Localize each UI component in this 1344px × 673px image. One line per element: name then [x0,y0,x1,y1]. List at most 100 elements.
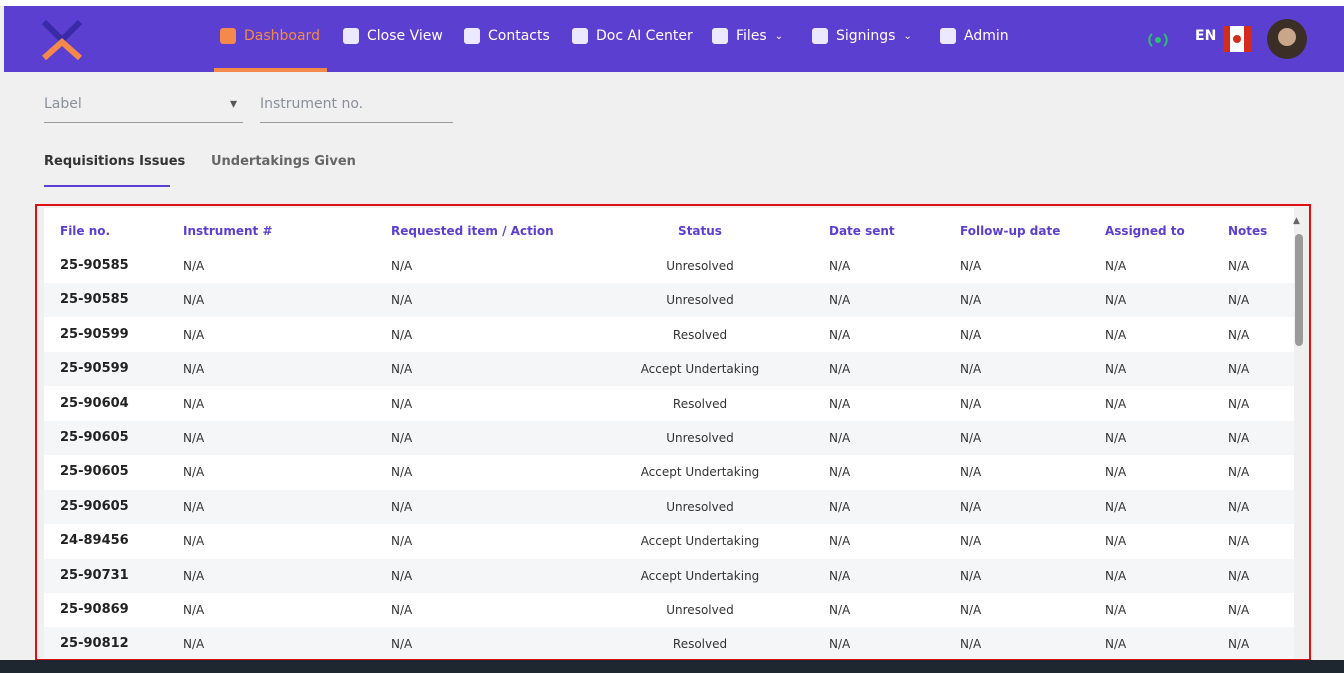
tab-indicator [44,185,170,187]
cell: Resolved [672,327,728,342]
scroll-up[interactable]: ▲ [1293,216,1300,226]
cell: Accept Undertaking [640,568,760,583]
file-no: 25-90599 [60,326,129,342]
table-row[interactable]: 25-90599 N/A N/A Accept Undertaking N/A N/A N/… [44,352,1294,387]
cell: N/A [391,465,413,480]
table-row[interactable]: 24-89456 N/A N/A Accept Undertaking N/A N/A N/… [44,524,1294,559]
tab[interactable]: Undertakings Given [211,154,356,169]
cell: Unresolved [666,431,734,445]
nav-item[interactable]: Signings ⌄ [812,28,912,44]
table: File no. Instrument # Requested item / Act… [44,208,1294,659]
nav-label: Signings [836,28,896,44]
cell: N/A [1228,327,1250,342]
cell: N/A [391,396,413,411]
cell: N/A [829,603,851,617]
file-no: 25-90605 [60,464,129,480]
cell: N/A [183,499,205,514]
browser-strip [0,0,1344,6]
file-no: 25-90599 [60,361,129,377]
instrument-placeholder: Instrument no. [260,96,364,112]
nav-item[interactable]: Doc AI Center [572,28,693,44]
cell: N/A [1228,603,1250,617]
cell: Resolved [672,396,728,411]
file-no: 25-90585 [60,292,129,308]
table-row[interactable]: 25-90869 N/A N/A Unresolved N/A N/A N/A N/A [44,593,1294,627]
cell: N/A [829,499,851,514]
file-no: 25-90869 [60,602,129,617]
avatar[interactable] [1266,18,1308,60]
nav-item[interactable]: Admin [940,28,1009,44]
cell: N/A [1105,534,1127,549]
label-select[interactable]: Label ▾ [44,96,243,123]
cell: N/A [1228,293,1250,308]
column-header[interactable]: Requested item / Action [391,224,554,238]
file-no: 24-89456 [60,533,129,549]
flag[interactable] [1223,26,1251,52]
table-row[interactable]: 25-90605 N/A N/A Accept Undertaking N/A N/A N/… [44,455,1294,490]
column-header[interactable]: Date sent [829,224,895,238]
cell: N/A [960,637,982,652]
chevron: ⌄ [903,30,912,42]
table-row[interactable]: 25-90605 N/A N/A Unresolved N/A N/A N/A N/A [44,421,1294,455]
table-row[interactable]: 25-90812 N/A N/A Resolved N/A N/A N/A N/A [44,627,1294,659]
cell: N/A [1105,396,1127,411]
cell: N/A [1228,465,1250,480]
cell: N/A [1105,568,1127,583]
language[interactable]: EN [1195,28,1217,44]
nav-icon [343,28,359,44]
cell: N/A [1228,362,1250,377]
cell: N/A [183,259,205,273]
table-row[interactable]: 25-90731 N/A N/A Accept Undertaking N/A N/A N/… [44,558,1294,593]
nav-icon [940,28,956,44]
nav-item[interactable]: Dashboard [220,28,320,44]
instrument-input[interactable]: Instrument no. [260,96,453,123]
cell: N/A [960,431,982,445]
cell: N/A [829,431,851,445]
cell: N/A [1228,499,1250,514]
cell: N/A [391,603,413,617]
nav-item[interactable]: Contacts [464,28,550,44]
file-no: 25-90731 [60,567,129,583]
cell: N/A [960,396,982,411]
cell: N/A [183,431,205,445]
file-no: 25-90605 [60,498,129,514]
cell: Resolved [672,637,728,652]
tab[interactable]: Requisitions Issues [44,154,186,169]
table-row[interactable]: 25-90605 N/A N/A Unresolved N/A N/A N/A N/A [44,489,1294,524]
table-row[interactable]: 25-90604 N/A N/A Resolved N/A N/A N/A N/A [44,386,1294,421]
table-row[interactable]: 25-90599 N/A N/A Resolved N/A N/A N/A N/A [44,317,1294,352]
cell: Unresolved [666,499,734,514]
cell: N/A [391,534,413,549]
signal-icon [1148,33,1168,47]
file-no: 25-90585 [60,258,129,273]
table-container: File no. Instrument # Requested item / Act… [35,204,1311,661]
cell: N/A [960,603,982,617]
nav-item[interactable]: Close View [343,28,443,44]
cell: N/A [1228,396,1250,411]
column-header[interactable]: Notes [1228,224,1268,238]
cell: N/A [829,568,851,583]
header-row: File no. Instrument # Requested item / Act… [44,214,1294,248]
nav-icon [812,28,828,44]
cell: N/A [960,293,982,308]
column-header[interactable]: Instrument # [183,224,273,238]
nav-item[interactable]: Files ⌄ [712,28,783,44]
cell: N/A [1105,259,1127,273]
column-header[interactable]: Status [678,224,722,238]
column-header[interactable]: File no. [60,224,111,238]
cell: N/A [1105,327,1127,342]
cell: N/A [183,362,205,377]
cell: N/A [1105,637,1127,652]
cell: Unresolved [666,603,734,617]
cell: N/A [183,293,205,308]
label-placeholder: Label [44,96,82,112]
table-row[interactable]: 25-90585 N/A N/A Unresolved N/A N/A N/A N/A [44,283,1294,318]
scrollbar[interactable] [1295,234,1303,346]
column-header[interactable]: Assigned to [1105,224,1185,238]
cell: N/A [391,327,413,342]
cell: N/A [960,327,982,342]
logo[interactable] [42,20,82,60]
column-header[interactable]: Follow-up date [960,224,1061,238]
active-underline [214,68,327,72]
table-row[interactable]: 25-90585 N/A N/A Unresolved N/A N/A N/A N/A [44,249,1294,283]
